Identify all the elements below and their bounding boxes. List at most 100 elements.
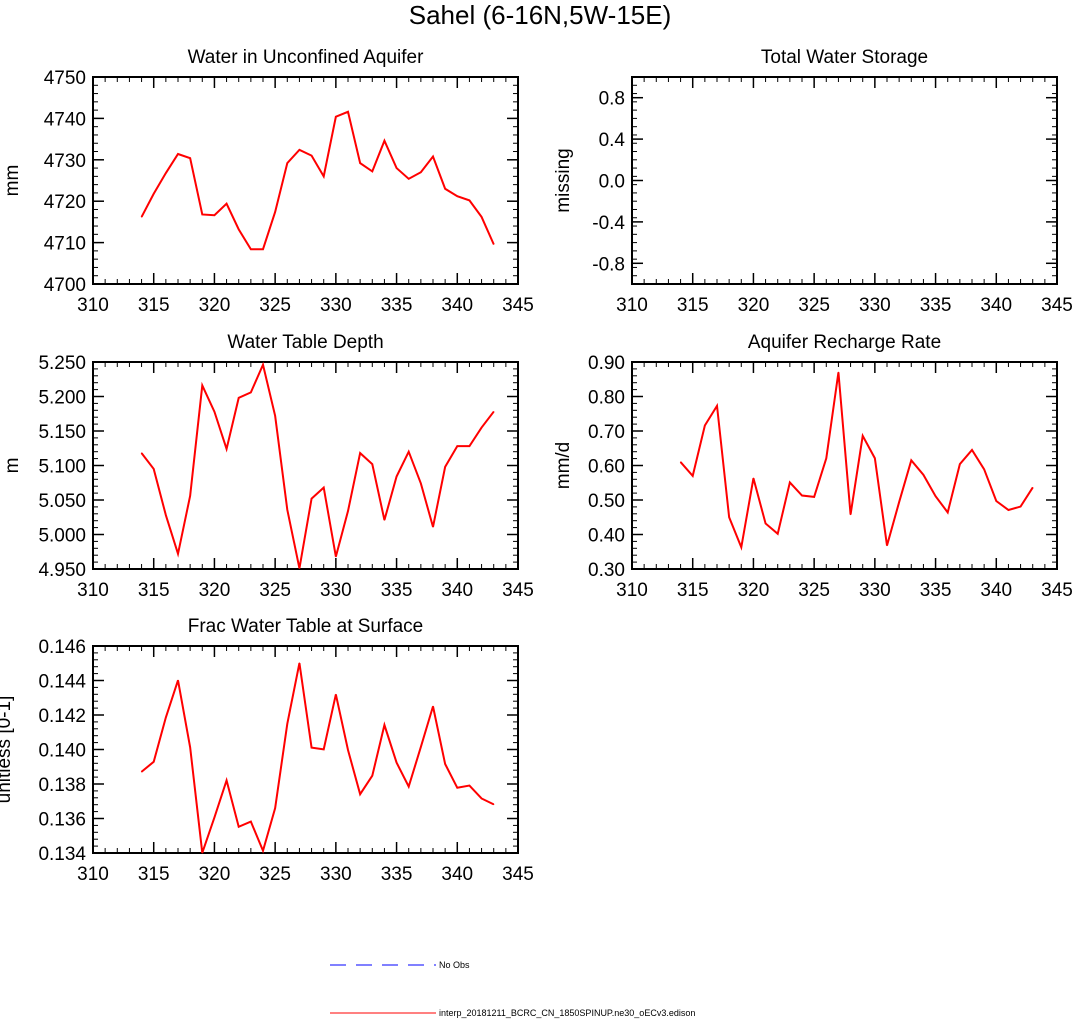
water-table-depth-data-point bbox=[480, 426, 483, 429]
water-in-unconfined-aquifer-data-point bbox=[359, 162, 361, 164]
water-table-depth-data-point bbox=[189, 495, 191, 497]
water-table-depth-data-point bbox=[213, 411, 216, 413]
frac-water-table-at-surface-xtick-label: 310 bbox=[77, 864, 109, 885]
frac-water-table-at-surface-xtick-label: 340 bbox=[441, 864, 473, 885]
aquifer-recharge-rate-data-point bbox=[898, 501, 900, 503]
aquifer-recharge-rate-data-point bbox=[874, 457, 876, 459]
water-table-depth-data-point bbox=[177, 553, 179, 555]
total-water-storage-xtick-label: 325 bbox=[798, 295, 830, 316]
aquifer-recharge-rate-ytick-label: 0.60 bbox=[588, 457, 625, 478]
panel-aquifer-recharge-rate: Aquifer Recharge Rate 310 315 320 325 330 335 3… bbox=[553, 332, 1073, 601]
panel-total-water-storage: Total Water Storage 310 315 320 325 330 335 340… bbox=[553, 47, 1073, 316]
aquifer-recharge-rate-ytick-label: 0.50 bbox=[588, 491, 625, 512]
frac-water-table-at-surface-data-point bbox=[493, 803, 495, 805]
frac-water-table-at-surface-series-line bbox=[140, 662, 495, 854]
water-table-depth-ytick-label: 5.250 bbox=[38, 353, 86, 374]
water-table-depth-data-point bbox=[383, 519, 386, 521]
total-water-storage-ylabel: missing bbox=[553, 148, 574, 212]
figure-title: Sahel (6-16N,5W-15E) bbox=[409, 0, 672, 30]
water-in-unconfined-aquifer-data-point bbox=[456, 195, 458, 197]
aquifer-recharge-rate-title: Aquifer Recharge Rate bbox=[748, 332, 941, 353]
aquifer-recharge-rate-ytick-label: 0.80 bbox=[588, 388, 625, 409]
frac-water-table-at-surface-data-point bbox=[238, 826, 240, 828]
aquifer-recharge-rate-data-point bbox=[777, 533, 779, 535]
water-in-unconfined-aquifer-data-point bbox=[493, 243, 495, 245]
water-in-unconfined-aquifer-ytick-label: 4720 bbox=[44, 192, 86, 213]
aquifer-recharge-rate-data-point bbox=[849, 513, 852, 516]
water-in-unconfined-aquifer-data-point bbox=[177, 153, 179, 155]
water-table-depth-series-line bbox=[140, 361, 495, 569]
aquifer-recharge-rate-data-point bbox=[801, 494, 803, 497]
water-table-depth-ytick-label: 5.150 bbox=[38, 422, 86, 443]
water-table-depth-ytick-label: 5.000 bbox=[38, 526, 86, 547]
water-table-depth-xtick-label: 345 bbox=[502, 580, 534, 601]
total-water-storage-xtick-label: 315 bbox=[677, 295, 709, 316]
water-in-unconfined-aquifer-data-point bbox=[238, 228, 240, 230]
frac-water-table-at-surface-data-point bbox=[432, 705, 434, 707]
aquifer-recharge-rate-data-point bbox=[995, 500, 997, 502]
frac-water-table-at-surface-data-point bbox=[347, 749, 349, 751]
aquifer-recharge-rate-data-point bbox=[764, 522, 767, 525]
water-in-unconfined-aquifer-data-point bbox=[189, 157, 191, 159]
water-table-depth-data-point bbox=[140, 452, 143, 454]
aquifer-recharge-rate-ytick-label: 0.70 bbox=[588, 422, 625, 443]
water-table-depth-data-point bbox=[310, 498, 313, 500]
panel-frac-water-table-at-surface: Frac Water Table at Surface 310 315 320 325 3… bbox=[0, 616, 534, 885]
aquifer-recharge-rate-data-point bbox=[752, 477, 755, 479]
water-in-unconfined-aquifer-data-point bbox=[213, 214, 216, 216]
frac-water-table-at-surface-data-point bbox=[177, 679, 179, 681]
water-in-unconfined-aquifer-data-point bbox=[335, 116, 337, 118]
water-in-unconfined-aquifer-data-point bbox=[420, 171, 422, 173]
frac-water-table-at-surface-xtick-label: 345 bbox=[502, 864, 534, 885]
water-in-unconfined-aquifer-title: Water in Unconfined Aquifer bbox=[188, 47, 425, 68]
frac-water-table-at-surface-data-point bbox=[274, 807, 276, 809]
aquifer-recharge-rate-xtick-label: 330 bbox=[859, 580, 891, 601]
total-water-storage-ytick-label: 0.4 bbox=[599, 130, 626, 151]
legend-no-obs-label: No Obs bbox=[439, 960, 470, 970]
frac-water-table-at-surface-data-point bbox=[468, 784, 471, 787]
aquifer-recharge-rate-ytick-label: 0.30 bbox=[588, 560, 625, 581]
total-water-storage-ytick-label: -0.8 bbox=[592, 254, 625, 275]
water-table-depth-data-point bbox=[286, 509, 288, 511]
frac-water-table-at-surface-xtick-label: 325 bbox=[259, 864, 291, 885]
aquifer-recharge-rate-data-point bbox=[1007, 509, 1010, 511]
water-table-depth-xtick-label: 335 bbox=[381, 580, 413, 601]
frac-water-table-at-surface-data-point bbox=[201, 852, 203, 854]
frac-water-table-at-surface-data-point bbox=[335, 693, 337, 696]
frac-water-table-at-surface-ylabel: unitless [0-1] bbox=[0, 696, 15, 804]
frac-water-table-at-surface-xtick-label: 330 bbox=[320, 864, 352, 885]
water-table-depth-data-point bbox=[201, 384, 203, 387]
aquifer-recharge-rate-data-point bbox=[922, 474, 925, 476]
water-table-depth-data-point bbox=[371, 463, 373, 465]
aquifer-recharge-rate-data-point bbox=[789, 481, 791, 484]
frac-water-table-at-surface-xtick-label: 320 bbox=[199, 864, 231, 885]
legend: No Obs interp_20181211_BCRC_CN_1850SPINU… bbox=[330, 960, 695, 1018]
aquifer-recharge-rate-data-point bbox=[971, 449, 973, 451]
water-in-unconfined-aquifer-data-point bbox=[383, 140, 386, 142]
aquifer-recharge-rate-data-point bbox=[934, 495, 937, 497]
aquifer-recharge-rate-data-point bbox=[910, 459, 912, 461]
water-in-unconfined-aquifer-xtick-label: 345 bbox=[502, 295, 534, 316]
water-table-depth-data-point bbox=[274, 415, 276, 417]
total-water-storage-xtick-label: 335 bbox=[920, 295, 952, 316]
water-table-depth-ytick-label: 4.950 bbox=[38, 560, 86, 581]
water-table-depth-xtick-label: 320 bbox=[199, 580, 231, 601]
frac-water-table-at-surface-data-point bbox=[140, 771, 143, 773]
frac-water-table-at-surface-data-point bbox=[286, 723, 288, 725]
frac-water-table-at-surface-data-point bbox=[225, 779, 228, 781]
water-in-unconfined-aquifer-xtick-label: 340 bbox=[441, 295, 473, 316]
frac-water-table-at-surface-data-point bbox=[395, 762, 398, 764]
frac-water-table-at-surface-ytick-label: 0.140 bbox=[38, 741, 86, 762]
aquifer-recharge-rate-data-point bbox=[679, 461, 682, 463]
water-in-unconfined-aquifer-data-point bbox=[371, 170, 373, 172]
frac-water-table-at-surface-data-point bbox=[310, 747, 313, 749]
water-in-unconfined-aquifer-data-point bbox=[298, 149, 301, 151]
aquifer-recharge-rate-xtick-label: 310 bbox=[616, 580, 648, 601]
water-table-depth-data-point bbox=[432, 526, 434, 528]
water-in-unconfined-aquifer-data-point bbox=[468, 199, 471, 201]
water-table-depth-data-point bbox=[408, 451, 410, 453]
water-table-depth-data-point bbox=[444, 466, 446, 468]
aquifer-recharge-rate-ytick-label: 0.40 bbox=[588, 526, 625, 547]
water-table-depth-data-point bbox=[323, 486, 325, 489]
frac-water-table-at-surface-data-point bbox=[189, 746, 191, 748]
